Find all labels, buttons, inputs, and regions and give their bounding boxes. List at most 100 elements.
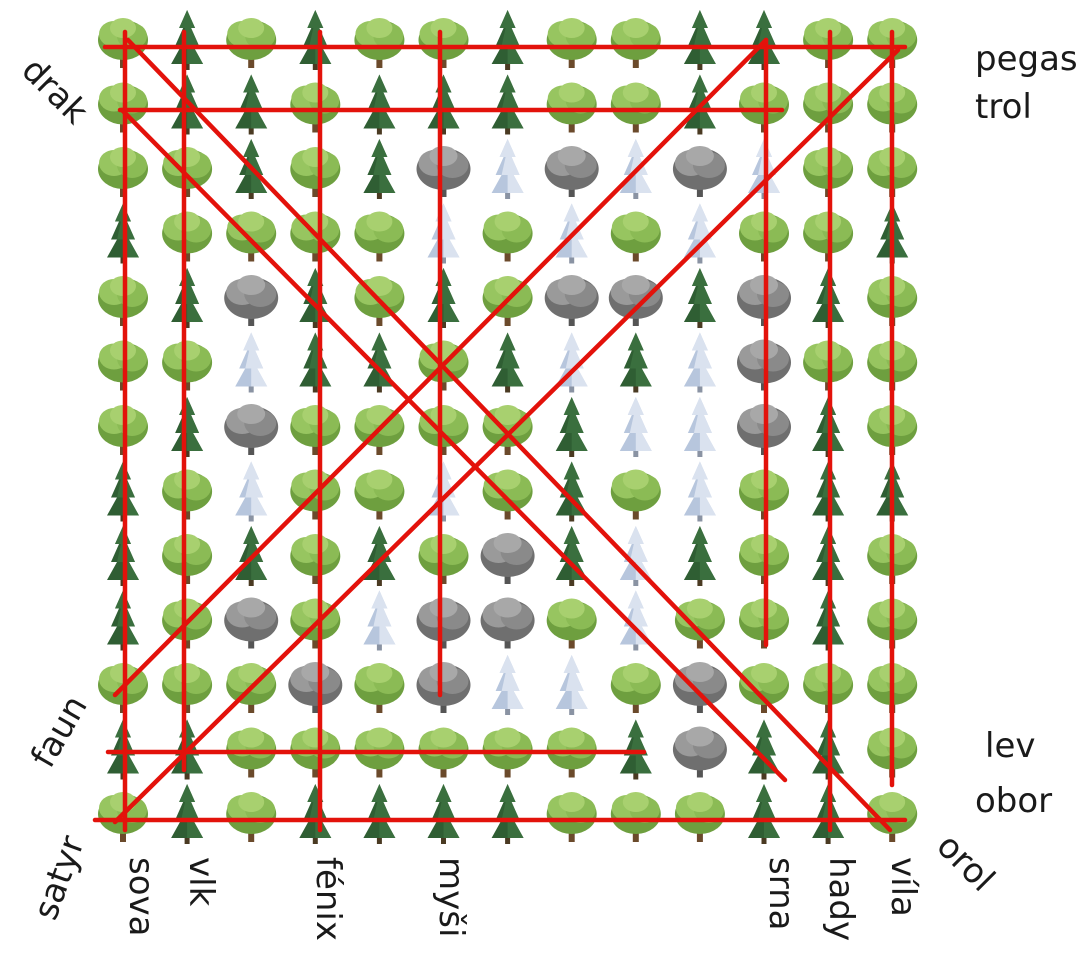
pine-tree-icon: [427, 74, 460, 135]
gray-tree-icon: [416, 662, 471, 713]
label-lev: lev: [985, 726, 1036, 766]
deciduous-tree-icon: [610, 211, 661, 262]
snowy-pine-icon: [491, 139, 524, 199]
gray-tree-icon: [288, 662, 343, 713]
line-lev: [112, 47, 901, 825]
deciduous-tree-icon: [546, 792, 597, 842]
deciduous-tree-icon: [546, 82, 597, 133]
label-vila: víla: [883, 857, 923, 917]
pine-tree-icon: [171, 268, 204, 328]
deciduous-tree-icon: [162, 211, 213, 262]
label-fenix: fénix: [308, 857, 348, 941]
snowy-pine-icon: [491, 655, 524, 715]
deciduous-tree-icon: [162, 147, 213, 197]
deciduous-tree-icon: [610, 82, 661, 133]
deciduous-tree-icon: [226, 211, 277, 262]
pine-tree-icon: [748, 784, 780, 844]
deciduous-tree-icon: [290, 534, 341, 584]
deciduous-tree-icon: [739, 663, 789, 713]
gray-tree-icon: [672, 726, 727, 778]
deciduous-tree-icon: [290, 82, 341, 133]
deciduous-tree-icon: [418, 405, 469, 455]
deciduous-tree-icon: [418, 18, 469, 68]
deciduous-tree-icon: [546, 18, 597, 68]
snowy-pine-icon: [427, 203, 460, 264]
pine-tree-icon: [491, 332, 524, 393]
pine-tree-icon: [363, 526, 396, 586]
pine-tree-icon: [555, 397, 588, 457]
pine-tree-icon: [683, 10, 716, 70]
label-sova: sova: [121, 857, 161, 936]
pine-tree-icon: [427, 268, 460, 328]
gray-tree-icon: [416, 146, 471, 197]
pine-tree-icon: [171, 10, 204, 70]
gray-tree-icon: [224, 275, 279, 326]
puzzle-lines: [92, 29, 908, 833]
deciduous-tree-icon: [482, 469, 533, 520]
gray-tree-icon: [544, 146, 599, 197]
deciduous-tree-icon: [610, 18, 661, 68]
label-satyr: satyr: [26, 831, 93, 925]
deciduous-tree-icon: [674, 598, 725, 649]
label-pegas: pegas: [975, 39, 1078, 79]
line-pegas: [112, 37, 769, 698]
deciduous-tree-icon: [354, 469, 405, 520]
deciduous-tree-icon: [610, 469, 661, 520]
snowy-pine-icon: [235, 332, 268, 393]
pine-tree-icon: [299, 332, 332, 393]
snowy-pine-icon: [619, 397, 652, 457]
pine-tree-icon: [491, 10, 524, 70]
gray-tree-icon: [224, 404, 279, 455]
pine-tree-icon: [235, 74, 268, 135]
pine-tree-icon: [619, 719, 652, 780]
pine-tree-icon: [683, 268, 716, 328]
label-srna: srna: [761, 857, 801, 930]
label-drak: drak: [14, 50, 96, 132]
deciduous-tree-icon: [290, 405, 341, 455]
pine-tree-icon: [171, 397, 204, 457]
pine-tree-icon: [171, 784, 204, 844]
pine-tree-icon: [299, 10, 332, 70]
snowy-pine-icon: [235, 461, 268, 522]
deciduous-tree-icon: [162, 469, 213, 520]
deciduous-tree-icon: [354, 211, 405, 262]
pine-tree-icon: [427, 784, 460, 844]
gray-tree-icon: [672, 146, 727, 197]
line-obor: [119, 107, 788, 783]
deciduous-tree-icon: [674, 792, 725, 842]
label-faun: faun: [23, 689, 96, 775]
gray-tree-icon: [480, 533, 535, 584]
pine-tree-icon: [619, 332, 652, 393]
deciduous-tree-icon: [162, 534, 213, 584]
snowy-pine-icon: [683, 461, 716, 522]
snowy-pine-icon: [363, 590, 396, 651]
deciduous-tree-icon: [290, 147, 341, 197]
label-mysi: myši: [431, 857, 471, 937]
deciduous-tree-icon: [226, 18, 277, 68]
gray-tree-icon: [480, 597, 535, 649]
deciduous-tree-icon: [354, 18, 405, 68]
pine-tree-icon: [299, 784, 332, 844]
pine-tree-icon: [363, 784, 396, 844]
snowy-pine-icon: [683, 397, 716, 457]
deciduous-tree-icon: [610, 663, 661, 713]
deciduous-tree-icon: [162, 340, 213, 391]
pine-tree-icon: [363, 74, 396, 135]
deciduous-tree-icon: [546, 598, 597, 649]
label-orol: orol: [929, 826, 1003, 900]
gray-tree-icon: [672, 662, 727, 713]
gray-tree-icon: [224, 597, 279, 649]
deciduous-tree-icon: [418, 534, 469, 584]
gray-tree-icon: [544, 275, 599, 326]
deciduous-tree-icon: [610, 792, 661, 842]
gray-tree-icon: [416, 597, 471, 649]
gray-tree-icon: [608, 275, 663, 326]
snowy-pine-icon: [683, 332, 716, 393]
deciduous-tree-icon: [226, 792, 277, 842]
snowy-pine-icon: [427, 461, 460, 522]
deciduous-tree-icon: [162, 663, 213, 713]
label-trol: trol: [975, 87, 1032, 127]
pine-tree-icon: [491, 74, 524, 135]
snowy-pine-icon: [555, 655, 588, 715]
